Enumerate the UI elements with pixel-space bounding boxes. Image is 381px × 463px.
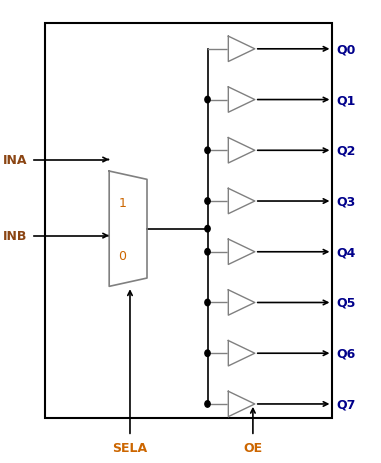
Circle shape [205,249,210,256]
Text: Q6: Q6 [336,347,355,360]
Polygon shape [228,37,255,63]
Text: Q5: Q5 [336,296,355,309]
Text: OE: OE [243,441,263,454]
Text: Q4: Q4 [336,246,355,259]
Polygon shape [228,290,255,315]
Text: Q3: Q3 [336,195,355,208]
Circle shape [205,97,210,104]
Text: INA: INA [3,154,28,167]
Text: INB: INB [3,230,28,243]
Polygon shape [228,391,255,417]
Text: 0: 0 [118,249,126,262]
Polygon shape [228,341,255,366]
Polygon shape [228,239,255,265]
Text: SELA: SELA [112,441,147,454]
Circle shape [205,350,210,357]
Polygon shape [228,88,255,113]
Circle shape [205,198,210,205]
Circle shape [205,401,210,407]
Circle shape [205,300,210,306]
Text: Q2: Q2 [336,144,355,157]
Text: 1: 1 [118,196,126,209]
Text: Q7: Q7 [336,398,355,411]
Circle shape [205,148,210,154]
Text: Q1: Q1 [336,94,355,107]
Bar [45,25,332,418]
Circle shape [205,226,210,232]
Polygon shape [228,138,255,163]
Polygon shape [228,189,255,214]
Text: Q0: Q0 [336,43,355,56]
